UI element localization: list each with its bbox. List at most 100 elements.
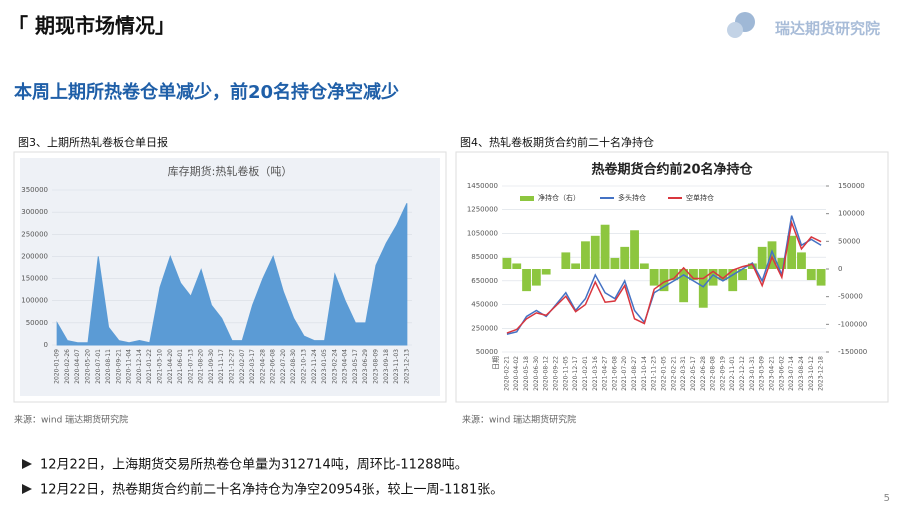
caption: 图4、热轧卷板期货合约前二十名净持仓 — [460, 135, 654, 149]
x-tick-label: 2022-03-31 — [680, 356, 687, 391]
bar — [590, 235, 600, 269]
x-tick-label: 2022-03-17 — [249, 349, 256, 384]
x-tick-label: 2022-11-01 — [729, 356, 736, 391]
source: 来源：wind 瑞达期货研究院 — [462, 414, 576, 426]
x-tick-label: 2021-03-10 — [157, 349, 164, 384]
x-tick-label: 2021-03-16 — [592, 356, 599, 391]
bullet-icon — [22, 459, 32, 469]
x-tick-label: 2020-04-07 — [74, 349, 81, 384]
legend-label: 多头持仓 — [618, 193, 646, 202]
bar — [541, 269, 551, 275]
logo-text: 瑞达期货研究院 — [775, 20, 880, 38]
bar — [659, 269, 669, 292]
y2-tick-label: -100000 — [838, 320, 867, 328]
bar — [698, 269, 708, 308]
x-tick-label: 2022-11-24 — [311, 349, 318, 384]
x-tick-label: 2021-04-27 — [602, 356, 609, 391]
page-number: 5 — [884, 493, 890, 504]
bullet-icon — [22, 484, 32, 494]
x-tick-label: 2020-11-04 — [126, 349, 133, 384]
y2-tick-label: 100000 — [838, 210, 865, 218]
x-tick-label: 2021-09-30 — [208, 349, 215, 384]
x-tick-label: 2021-01-22 — [146, 349, 153, 384]
x-tick-label: 2022-06-28 — [700, 356, 707, 391]
x-tick-label: 2023-04-21 — [769, 356, 776, 391]
y-tick-label: 1050000 — [467, 229, 498, 237]
bar — [757, 246, 767, 269]
y-tick-label: 300000 — [21, 208, 48, 216]
y-tick-label: 200000 — [21, 252, 48, 260]
y2-tick-label: 150000 — [838, 182, 865, 190]
bar — [581, 241, 590, 269]
x-tick-label: 2020-02-26 — [64, 349, 71, 384]
x-tick-label: 2021-07-20 — [621, 356, 628, 391]
chart-title: 库存期货:热轧卷板（吨） — [168, 164, 293, 178]
bar — [738, 269, 747, 281]
y-tick-label: 100000 — [21, 297, 48, 305]
x-tick-label: 2020-12-14 — [136, 349, 143, 384]
x-tick-label: 2022-05-17 — [690, 356, 697, 391]
bar — [630, 230, 639, 269]
x-tick-label: 2020-09-22 — [553, 356, 560, 391]
bar — [669, 269, 679, 281]
y-tick-label: 0 — [44, 341, 48, 349]
y-tick-label: 650000 — [471, 277, 498, 285]
logo-icon — [727, 22, 743, 38]
bar — [728, 269, 738, 292]
x-tick-label: 2022-08-08 — [710, 356, 717, 391]
bar — [649, 269, 659, 286]
chart-title: 热卷期货合约前20名净持仓 — [591, 162, 753, 178]
bar — [502, 257, 512, 269]
bullet: 12月22日，热卷期货合约前二十名净持仓为净空20954张，较上一周-1181张… — [40, 482, 503, 498]
x-tick-label: 2023-08-24 — [798, 356, 805, 391]
x-tick-label: 2020-01-09 — [54, 349, 61, 384]
bar — [610, 257, 620, 269]
y2-tick-label: 0 — [838, 265, 842, 273]
x-tick-label: 2022-07-20 — [280, 349, 287, 384]
x-tick-label: 2021-07-13 — [187, 349, 194, 384]
bar — [777, 257, 787, 269]
legend-swatch — [520, 196, 534, 201]
x-tick-label: 2023-04-04 — [342, 349, 349, 384]
y-tick-label: 150000 — [21, 275, 48, 283]
y-tick-label: 1450000 — [467, 182, 498, 190]
x-tick-label: 2021-06-08 — [611, 356, 618, 391]
bar — [806, 269, 816, 281]
x-tick-label: 2022-02-21 — [670, 356, 677, 391]
x-tick-label: 2020-08-11 — [105, 349, 112, 384]
x-tick-label: 2021-10-14 — [641, 356, 648, 391]
x-tick-label: 2023-09-18 — [383, 349, 390, 384]
bar — [561, 252, 571, 269]
bullet: 12月22日，上海期货交易所热卷仓单量为312714吨，周环比-11288吨。 — [40, 457, 468, 473]
y2-tick-label: -50000 — [838, 293, 863, 301]
x-tick-label: 2020-07-01 — [95, 349, 102, 384]
source: 来源：wind 瑞达期货研究院 — [14, 414, 128, 426]
x-tick-label: 2020-06-30 — [533, 356, 540, 391]
y-tick-label: 450000 — [471, 301, 498, 309]
caption: 图3、上期所热轧卷板仓单日报 — [18, 135, 168, 149]
headline: 本周上期所热卷仓单减少，前20名持仓净空减少 — [14, 81, 399, 103]
bar — [600, 224, 610, 269]
y-tick-label: 50000 — [476, 348, 498, 356]
x-tick-label: 2023-08-09 — [373, 349, 380, 384]
x-tick-label: 2021-08-27 — [631, 356, 638, 391]
bar — [531, 269, 541, 286]
bar — [620, 246, 630, 269]
x-tick-label: 2023-12-13 — [403, 349, 410, 384]
bar — [747, 263, 757, 269]
y2-tick-label: 50000 — [838, 237, 860, 245]
x-tick-label: 2022-12-12 — [739, 356, 746, 391]
bar — [718, 269, 728, 281]
area — [56, 203, 408, 346]
x-tick-label: 2023-01-31 — [749, 356, 756, 391]
x-tick-label: 2022-09-19 — [719, 356, 726, 391]
x-tick-label: 2020-05-20 — [85, 349, 92, 384]
x-tick-label: 2020-05-18 — [523, 356, 530, 391]
x-tick-label: 2021-12-27 — [229, 349, 236, 384]
x-tick-label: 2020-11-05 — [562, 356, 569, 391]
y2-tick-label: -150000 — [838, 348, 867, 356]
x-tick-label: 2021-06-01 — [177, 349, 184, 384]
y-tick-label: 250000 — [471, 324, 498, 332]
x-tick-label: 2023-06-02 — [778, 356, 785, 391]
x-tick-label: 2020-09-21 — [115, 349, 122, 384]
